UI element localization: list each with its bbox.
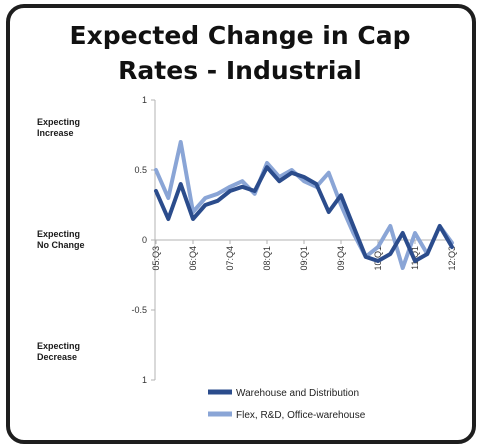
series-line-1 (154, 165, 454, 263)
side-label-line: Expecting (37, 341, 81, 351)
x-tick-label: 07:Q4 (225, 246, 235, 271)
x-tick-label: 09:Q4 (336, 246, 346, 271)
y-tick-label: 1 (142, 375, 147, 385)
x-tick-label: 08:Q1 (262, 246, 272, 271)
x-tick-label: 05:Q3 (151, 246, 161, 271)
x-tick-label: 09:Q1 (299, 246, 309, 271)
series-line-2 (154, 140, 454, 270)
y-tick-label: 1 (142, 95, 147, 105)
chart-title-line-1: Expected Change in Cap (69, 21, 411, 50)
side-label-line: Expecting (37, 117, 81, 127)
side-label-line: Decrease (37, 352, 78, 362)
chart-title: Expected Change in Cap Rates - Industria… (0, 18, 480, 88)
side-label-line: No Change (37, 240, 85, 250)
y-tick-label: 0.5 (134, 165, 147, 175)
x-tick-label: 12:Q3 (447, 246, 457, 271)
x-tick-label: 06:Q4 (188, 246, 198, 271)
chart-title-line-2: Rates - Industrial (118, 56, 362, 85)
y-tick-label: -0.5 (131, 305, 147, 315)
side-label-1: Expecting Increase (37, 117, 80, 139)
side-label-line: Increase (37, 128, 74, 138)
side-label-3: Expecting Decrease (37, 341, 80, 363)
legend-label-2: Flex, R&D, Office-warehouse (236, 410, 366, 421)
x-tick-label: 10:Q1 (373, 246, 383, 271)
chart-frame (6, 4, 476, 444)
y-tick-label: 0 (142, 235, 147, 245)
legend-label-1: Warehouse and Distribution (236, 388, 359, 399)
side-label-line: Expecting (37, 229, 81, 239)
side-label-2: Expecting No Change (37, 229, 85, 251)
